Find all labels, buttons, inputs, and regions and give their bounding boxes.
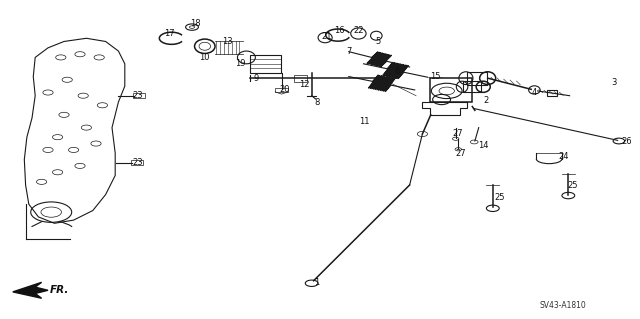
Text: 1: 1 (314, 278, 319, 287)
Text: 18: 18 (190, 19, 200, 28)
Text: SV43-A1810: SV43-A1810 (540, 301, 587, 310)
Text: 15: 15 (430, 72, 440, 81)
Text: 26: 26 (622, 137, 632, 146)
Text: 13: 13 (222, 37, 232, 46)
Text: 4: 4 (532, 88, 537, 97)
Text: 19: 19 (235, 59, 245, 68)
Text: 7: 7 (346, 47, 351, 56)
Text: 11: 11 (360, 117, 370, 126)
Text: 23: 23 (132, 91, 143, 100)
Polygon shape (13, 282, 48, 298)
Text: 12: 12 (299, 80, 309, 89)
Text: 10: 10 (200, 53, 210, 62)
Text: 2: 2 (484, 96, 489, 105)
Text: 9: 9 (253, 74, 259, 83)
Text: 6: 6 (394, 67, 399, 76)
Text: 27: 27 (456, 149, 466, 158)
Text: 14: 14 (478, 141, 488, 150)
Text: 27: 27 (452, 130, 463, 138)
Text: 3: 3 (612, 78, 617, 87)
Text: 5: 5 (375, 37, 380, 46)
Text: 25: 25 (568, 181, 578, 189)
Text: 21: 21 (321, 32, 332, 41)
Text: 8: 8 (314, 98, 319, 107)
Text: 17: 17 (164, 29, 175, 38)
Text: FR.: FR. (50, 285, 69, 295)
Text: 23: 23 (132, 158, 143, 167)
Text: 24: 24 (558, 152, 568, 161)
Text: 20: 20 (280, 85, 290, 94)
Text: 16: 16 (334, 26, 344, 35)
Text: 25: 25 (494, 193, 504, 202)
Text: 22: 22 (353, 26, 364, 35)
